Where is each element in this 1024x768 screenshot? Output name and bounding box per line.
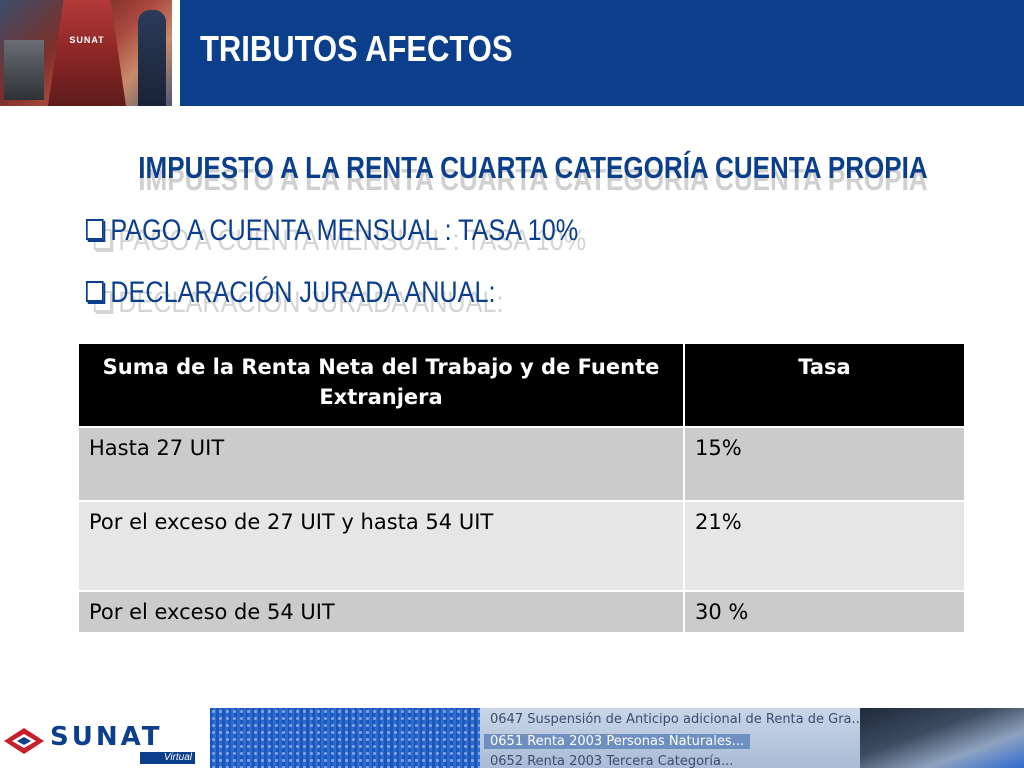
building-image [48,0,126,106]
checkbox-bullet-icon [86,280,104,302]
table-cell-rate: 15% [683,426,966,502]
footer-banner: 0647 Suspensión de Anticipo adicional de… [210,708,1024,768]
building-sunat-sign: SUNAT [69,35,105,45]
checkbox-bullet-icon [86,218,104,240]
bullet-text: DECLARACIÓN JURADA ANUAL: [86,276,495,310]
header-bar: TRIBUTOS AFECTOS [180,0,1024,106]
bullet-text: PAGO A CUENTA MENSUAL : TASA 10% [86,214,578,248]
footer-logo-text: SUNAT [50,722,163,752]
column-header-tasa: Tasa [683,342,966,428]
page-title: TRIBUTOS AFECTOS [200,28,513,69]
table-cell-rate: 21% [683,500,966,592]
header-photo: SUNAT [0,0,172,106]
footer-menu-item: 0652 Renta 2003 Tercera Categoría... [490,754,734,768]
footer-menu-item-highlighted: 0651 Renta 2003 Personas Naturales... [484,734,750,749]
table-cell-range: Por el exceso de 27 UIT y hasta 54 UIT [77,500,685,592]
sunat-logo-icon [4,728,44,754]
table-row: Por el exceso de 27 UIT y hasta 54 UIT 2… [77,500,966,592]
footer-dot-pattern [210,708,480,768]
laptop-image [860,708,1024,768]
table-row: Por el exceso de 54 UIT 30 % [77,590,966,634]
cargo-container-image [4,40,44,100]
bullet-label: PAGO A CUENTA MENSUAL : TASA 10% [110,214,579,247]
table-row: Hasta 27 UIT 15% [77,426,966,502]
table-cell-rate: 30 % [683,590,966,634]
bullet-label: DECLARACIÓN JURADA ANUAL: [110,276,496,309]
tax-rate-table: Suma de la Renta Neta del Trabajo y de F… [77,342,966,634]
column-header-renta-neta: Suma de la Renta Neta del Trabajo y de F… [77,342,685,428]
footer-logo-subtext: Virtual [140,752,195,764]
footer-menu-item: 0647 Suspensión de Anticipo adicional de… [490,712,864,727]
footer-logo: SUNAT Virtual [0,708,210,768]
table-cell-range: Por el exceso de 54 UIT [77,590,685,634]
subtitle: IMPUESTO A LA RENTA CUARTA CATEGORÍA CUE… [138,150,928,185]
person-image [138,10,166,106]
subtitle-block: IMPUESTO A LA RENTA CUARTA CATEGORÍA CUE… [0,150,1024,200]
table-cell-range: Hasta 27 UIT [77,426,685,502]
footer-screen-image: 0647 Suspensión de Anticipo adicional de… [480,708,864,768]
table-header-row: Suma de la Renta Neta del Trabajo y de F… [77,342,966,428]
